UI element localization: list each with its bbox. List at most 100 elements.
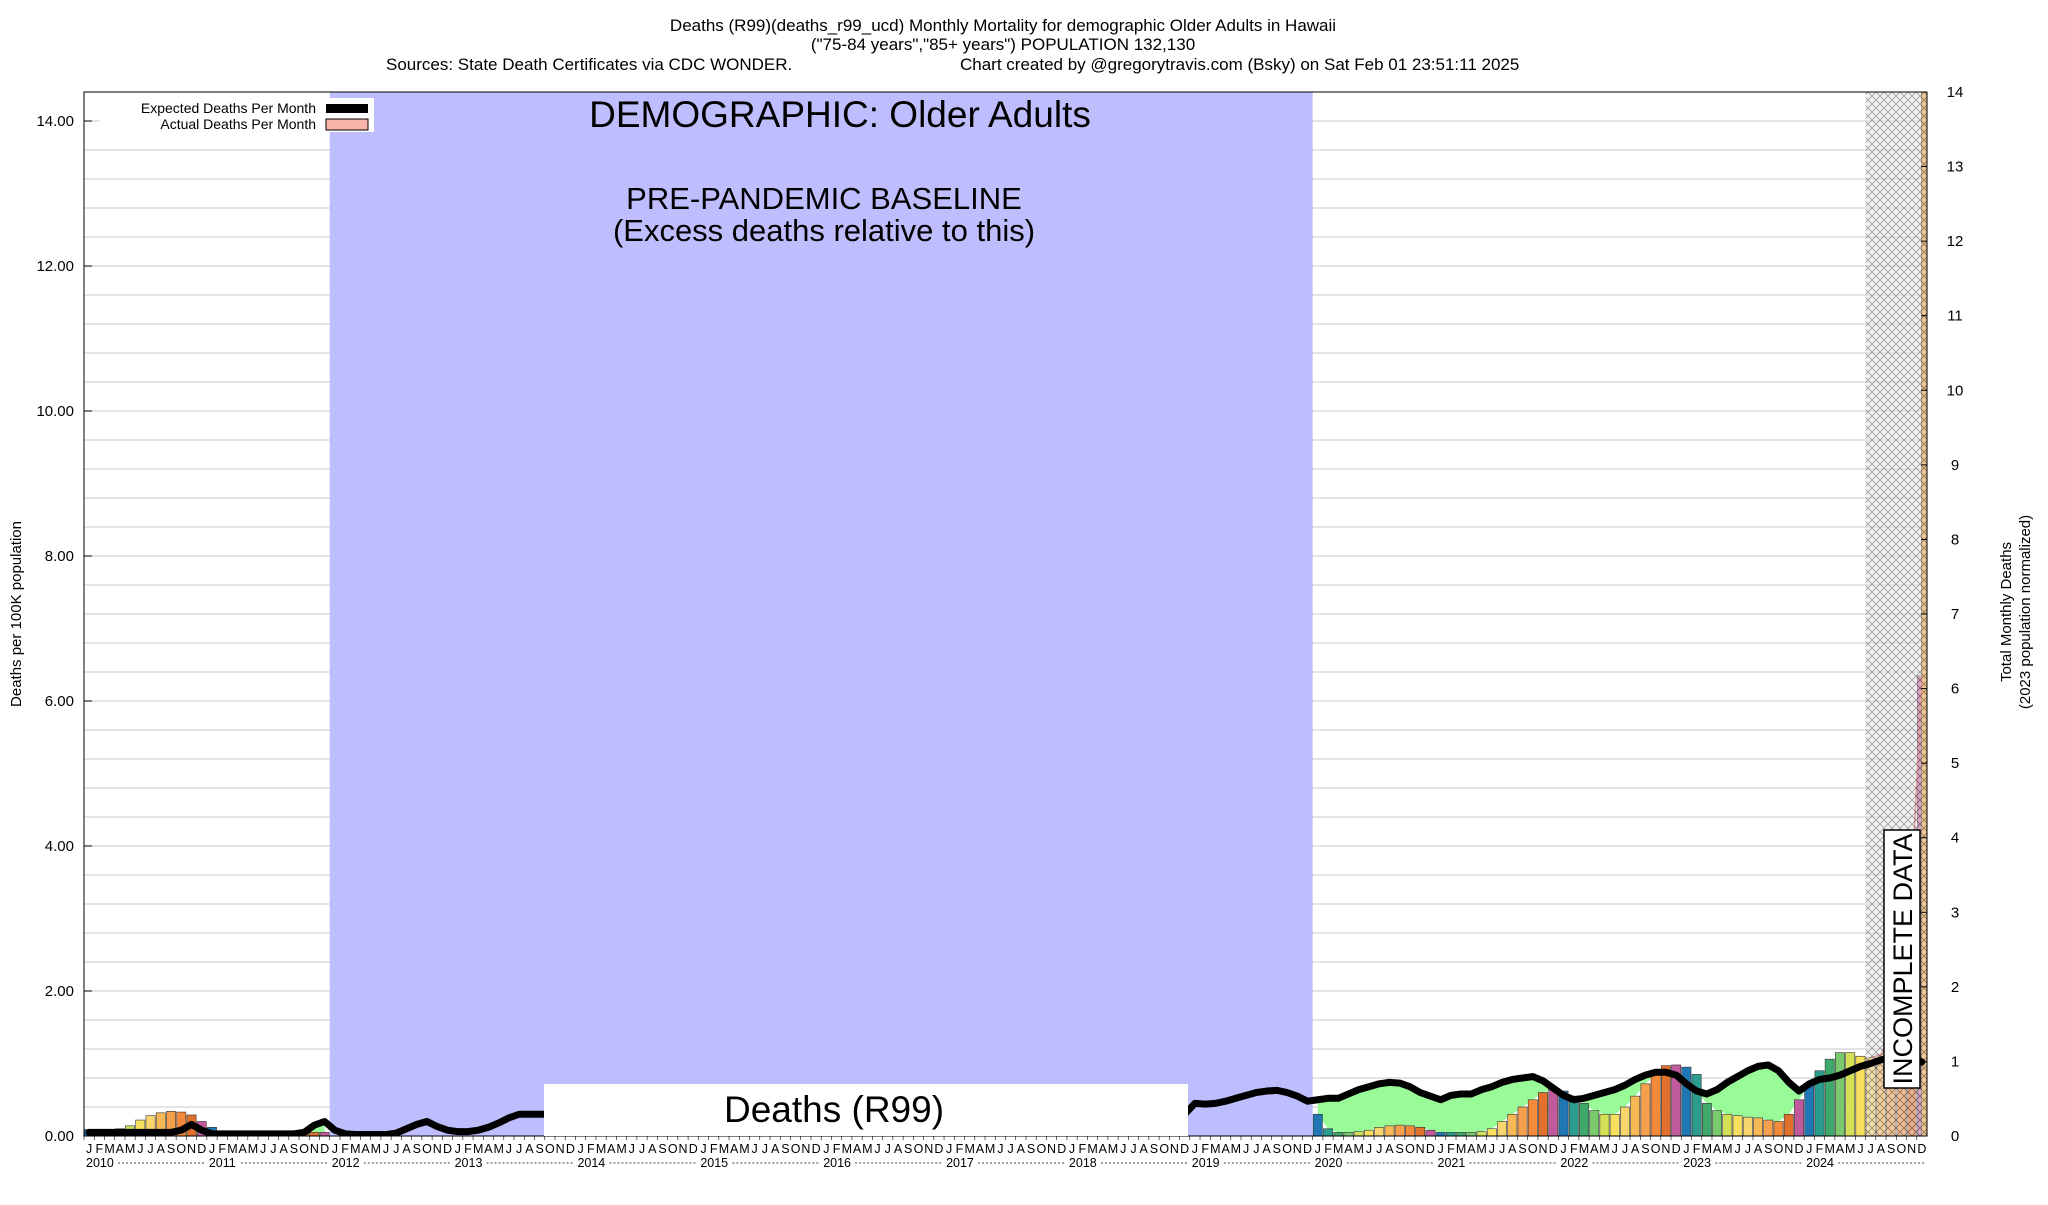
y2-tick-label: 8: [1951, 531, 1959, 548]
x-month-label: J: [1683, 1142, 1689, 1156]
x-month-label: J: [1745, 1142, 1751, 1156]
x-year-label: 2017: [946, 1156, 974, 1170]
x-month-label: A: [484, 1142, 493, 1156]
bar: [1517, 1106, 1528, 1136]
baseline-annotation-line1: PRE-PANDEMIC BASELINE: [626, 181, 1022, 216]
x-month-label: A: [239, 1142, 248, 1156]
x-month-label: O: [1528, 1142, 1538, 1156]
x-month-label: S: [904, 1142, 912, 1156]
chart-title-line1: Deaths (R99)(deaths_r99_ucd) Monthly Mor…: [670, 16, 1336, 35]
x-month-label: D: [1672, 1142, 1681, 1156]
y2-axis-label-line1: Total Monthly Deaths: [1998, 542, 2015, 682]
x-month-label: J: [997, 1142, 1003, 1156]
chart-title-line2: ("75-84 years","85+ years") POPULATION 1…: [811, 35, 1195, 54]
bar: [1405, 1125, 1415, 1136]
incomplete-data-label-box: INCOMPLETE DATA: [1883, 829, 1921, 1089]
x-month-label: M: [350, 1142, 360, 1156]
legend-expected-label: Expected Deaths Per Month: [141, 100, 316, 116]
x-month-label: N: [924, 1142, 933, 1156]
x-month-label: S: [1150, 1142, 1158, 1156]
x-month-label: A: [1836, 1142, 1845, 1156]
x-month-label: A: [1385, 1142, 1394, 1156]
bar: [1855, 1055, 1866, 1136]
y2-tick-label: 4: [1951, 830, 1959, 847]
x-month-label: O: [299, 1142, 309, 1156]
x-month-label: F: [1447, 1142, 1455, 1156]
x-month-label: S: [413, 1142, 421, 1156]
x-month-label: J: [260, 1142, 266, 1156]
x-month-label: J: [516, 1142, 522, 1156]
x-month-label: N: [1539, 1142, 1548, 1156]
baseline-region: [329, 92, 1313, 1136]
x-month-label: M: [616, 1142, 626, 1156]
x-month-label: A: [730, 1142, 739, 1156]
x-month-label: N: [1784, 1142, 1793, 1156]
bar: [1507, 1113, 1518, 1136]
x-year-label: 2023: [1683, 1156, 1711, 1170]
x-month-label: M: [248, 1142, 258, 1156]
x-year-label: 2019: [1192, 1156, 1220, 1170]
x-month-label: J: [577, 1142, 583, 1156]
x-month-label: S: [1273, 1142, 1281, 1156]
bar: [1794, 1099, 1804, 1136]
x-month-label: J: [86, 1142, 92, 1156]
x-month-label: D: [1426, 1142, 1435, 1156]
bar: [1609, 1113, 1620, 1136]
x-month-label: F: [464, 1142, 472, 1156]
x-month-label: J: [1499, 1142, 1505, 1156]
x-month-label: J: [1622, 1142, 1628, 1156]
bar: [1763, 1119, 1774, 1136]
x-month-label: A: [116, 1142, 125, 1156]
x-month-label: M: [1579, 1142, 1589, 1156]
x-month-label: F: [587, 1142, 595, 1156]
x-month-label: J: [874, 1142, 880, 1156]
x-month-label: F: [710, 1142, 718, 1156]
x-month-label: M: [227, 1142, 237, 1156]
bar: [1620, 1106, 1630, 1136]
legend-expected-swatch: [326, 104, 368, 113]
bar: [1599, 1113, 1610, 1136]
x-month-label: O: [545, 1142, 555, 1156]
x-month-label: F: [956, 1142, 964, 1156]
x-month-label: M: [371, 1142, 381, 1156]
y-tick-label: 8.00: [45, 548, 74, 565]
demographic-annotation: DEMOGRAPHIC: Older Adults: [589, 94, 1091, 135]
x-month-label: O: [1282, 1142, 1292, 1156]
x-month-label: M: [493, 1142, 503, 1156]
x-year-label: 2022: [1560, 1156, 1588, 1170]
x-month-label: N: [1907, 1142, 1916, 1156]
x-month-label: M: [1108, 1142, 1118, 1156]
x-month-label: J: [700, 1142, 706, 1156]
x-month-label: J: [455, 1142, 461, 1156]
x-month-label: A: [1754, 1142, 1763, 1156]
x-month-label: N: [187, 1142, 196, 1156]
x-month-label: M: [1702, 1142, 1712, 1156]
bar: [1486, 1128, 1497, 1136]
bar: [1323, 1128, 1333, 1136]
x-month-label: F: [218, 1142, 226, 1156]
baseline-annotation-line2: (Excess deaths relative to this): [613, 213, 1035, 248]
x-month-label: A: [1262, 1142, 1271, 1156]
bar: [1384, 1125, 1395, 1136]
x-month-label: J: [639, 1142, 645, 1156]
x-month-label: M: [739, 1142, 749, 1156]
x-month-label: J: [1868, 1142, 1874, 1156]
x-month-label: J: [946, 1142, 952, 1156]
bar: [1712, 1110, 1723, 1136]
x-month-label: J: [1489, 1142, 1495, 1156]
bar: [1476, 1131, 1487, 1136]
x-month-label: M: [862, 1142, 872, 1156]
bar: [1374, 1127, 1385, 1136]
bar: [1456, 1132, 1467, 1136]
x-month-label: N: [1661, 1142, 1670, 1156]
x-month-label: F: [1078, 1142, 1086, 1156]
x-month-label: F: [96, 1142, 104, 1156]
legend-actual-label: Actual Deaths Per Month: [160, 116, 316, 132]
x-month-label: J: [762, 1142, 768, 1156]
cause-label-box: Deaths (R99): [544, 1084, 1188, 1136]
bar: [1548, 1088, 1559, 1136]
